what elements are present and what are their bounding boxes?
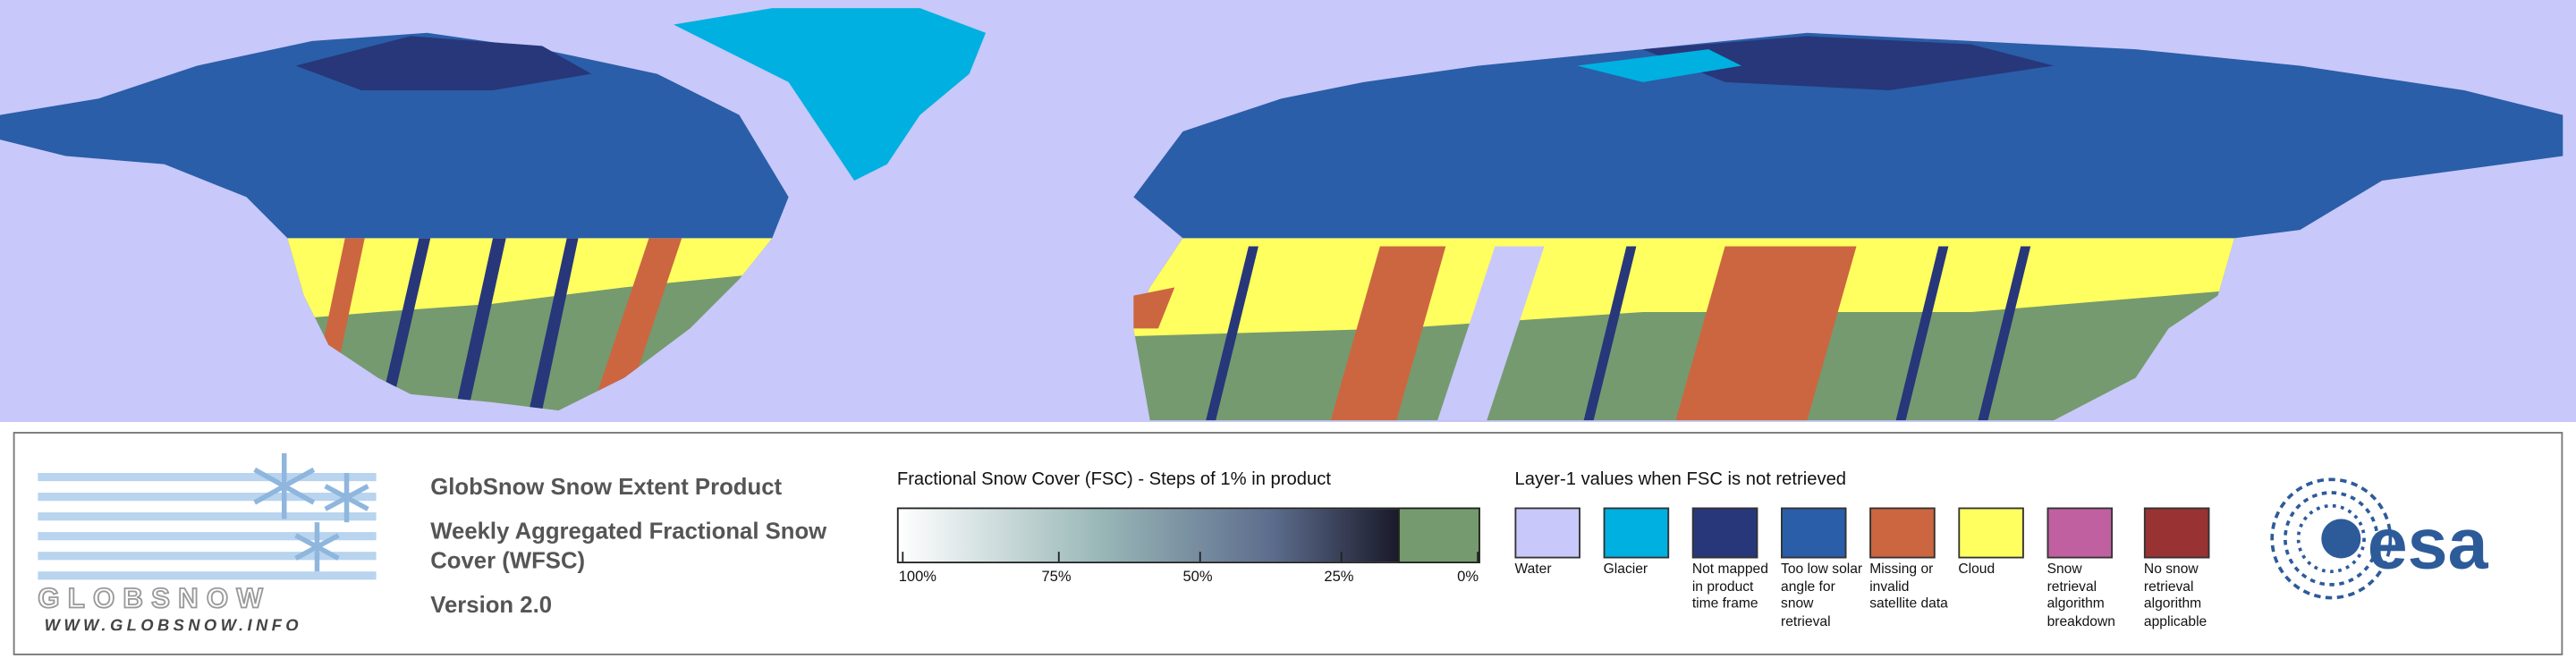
fsc-tick-mark	[1199, 552, 1201, 562]
fsc-tick-mark	[1057, 552, 1060, 562]
legend-label: Glacier	[1603, 560, 1648, 577]
sea	[1437, 246, 1545, 421]
fsc-tick-label: 0%	[1457, 568, 1479, 585]
fsc-tick-label: 25%	[1324, 568, 1354, 585]
layer1-title: Layer-1 values when FSC is not retrieved	[1514, 469, 1847, 490]
map	[0, 0, 2576, 423]
arctic-islands	[295, 36, 592, 91]
product-subtitle: Weekly Aggregated Fractional Snow Cover …	[430, 517, 827, 574]
logo-name: GLOBSNOW	[38, 583, 271, 614]
fsc-tick-label: 50%	[1182, 568, 1213, 585]
legend-swatch	[1869, 507, 1936, 559]
eurasia-north	[1133, 32, 2563, 239]
legend-swatch	[1514, 507, 1580, 559]
globsnow-logo: GLOBSNOW WWW.GLOBSNOW.INFO	[38, 452, 377, 630]
fsc-tick-mark	[902, 552, 904, 562]
legend-panel: GLOBSNOW WWW.GLOBSNOW.INFO GlobSnow Snow…	[13, 432, 2563, 655]
fsc-tick-mark	[1340, 552, 1343, 562]
greenland	[674, 8, 987, 182]
swath-gap	[379, 238, 431, 411]
legend-label: Missing or invalid satellite data	[1869, 560, 1948, 612]
fsc-no-snow	[1398, 507, 1480, 563]
iberia-gap	[1133, 287, 1175, 329]
logo-stripes	[38, 472, 377, 580]
legend-label: Not mapped in product time frame	[1691, 560, 1768, 612]
legend-label: No snow retrieval algorithm applicable	[2143, 560, 2207, 629]
esa-logo: esa	[2270, 477, 2489, 600]
swath-gap	[1206, 246, 1258, 421]
fsc-title: Fractional Snow Cover (FSC) - Steps of 1…	[896, 469, 1331, 490]
legend-swatch	[2046, 507, 2114, 559]
legend-label: Snow retrieval algorithm breakdown	[2046, 560, 2115, 629]
legend-swatch	[1958, 507, 2024, 559]
legend-label: Cloud	[1958, 560, 1996, 577]
swath-gap	[454, 238, 506, 411]
snowflakes	[253, 452, 369, 572]
legend-label: Too low solar angle for snow retrieval	[1781, 560, 1863, 629]
north-america-north	[0, 32, 789, 239]
swath-gap	[1583, 246, 1637, 421]
arctic-glacier	[1577, 49, 1741, 82]
fsc-tick-mark	[1477, 552, 1479, 562]
swath-gap	[529, 238, 579, 411]
legend-swatch	[2143, 507, 2210, 559]
fsc-gradient	[896, 507, 1400, 563]
legend-label: Water	[1514, 560, 1552, 577]
legend-swatch	[1781, 507, 1847, 559]
eurasia-south	[1133, 238, 2234, 421]
esa-dot	[2321, 519, 2361, 559]
swath-gap	[1330, 246, 1446, 421]
swath-gap	[591, 238, 682, 411]
swath-gap	[1895, 246, 1949, 421]
product-version: Version 2.0	[430, 591, 553, 618]
siberia-unmapped	[1642, 36, 2054, 91]
fsc-tick-label: 75%	[1041, 568, 1072, 585]
esa-text: esa	[2368, 504, 2489, 585]
legend-swatch	[1603, 507, 1670, 559]
product-title: GlobSnow Snow Extent Product	[430, 472, 783, 500]
fsc-tick-label: 100%	[898, 568, 936, 585]
swath-gap	[1978, 246, 2031, 421]
legend-swatch	[1691, 507, 1758, 559]
logo-url: WWW.GLOBSNOW.INFO	[45, 615, 302, 630]
swath-gap	[1675, 246, 1857, 421]
